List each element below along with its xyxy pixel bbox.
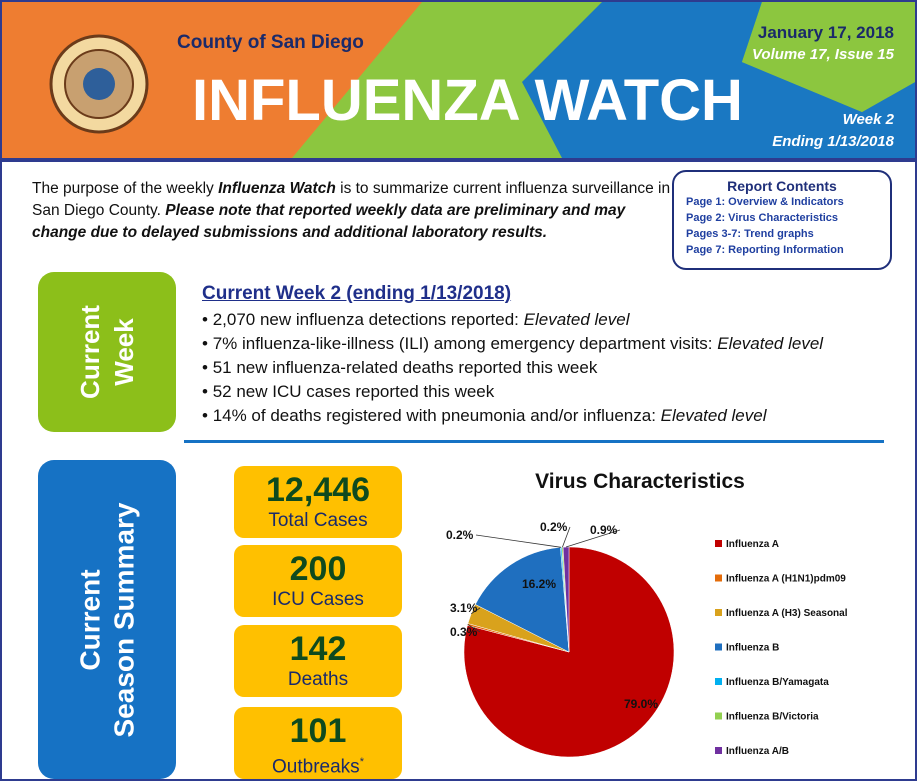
stat-label-text: Total Cases: [268, 510, 368, 531]
stat-label-text: Outbreaks: [272, 756, 360, 778]
legend-label: Influenza A (H1N1)pdm09: [726, 574, 846, 585]
date: January 17, 2018: [758, 23, 894, 42]
stat-box: 142 Deaths: [234, 625, 402, 697]
intro-text: Please note that reported weekly data ar…: [32, 202, 626, 241]
stat-label: Outbreaks*: [234, 751, 402, 778]
legend-swatch: [715, 747, 722, 754]
ending: Ending 1/13/2018: [772, 133, 894, 150]
week: Week 2: [843, 111, 895, 128]
bullet-text: 2,070 new influenza detections reported:: [212, 310, 524, 329]
slice-label: 79.0%: [624, 697, 658, 711]
legend-swatch: [715, 678, 722, 685]
slice-label: 3.1%: [450, 601, 478, 615]
bullet-text: 7% influenza-like-illness (ILI) among em…: [212, 334, 718, 353]
stat-value: 142: [289, 630, 347, 668]
stat-label: ICU Cases: [234, 589, 402, 611]
leader-line: [467, 624, 481, 633]
season-label: Current Season Summary: [38, 460, 176, 779]
current-week-label: Current Week: [38, 272, 176, 432]
header: County of San Diego INFLUENZA WATCH Janu…: [2, 2, 915, 162]
title: INFLUENZA WATCH: [192, 68, 743, 133]
report-contents: Report Contents Page 1: Overview & Indic…: [672, 170, 892, 270]
intro: The purpose of the weekly Influenza Watc…: [32, 178, 672, 244]
chart-title: Virus Characteristics: [535, 470, 745, 493]
legend-label: Influenza A/B: [726, 746, 789, 757]
intro-text: The purpose of the weekly: [32, 180, 219, 197]
legend-swatch: [715, 574, 722, 582]
bullet-level: Elevated level: [660, 406, 767, 425]
week-heading: Current Week 2 (ending 1/13/2018): [202, 283, 512, 304]
stat-label-text: Deaths: [287, 669, 349, 690]
contents-item: Page 1: Overview & Indicators: [686, 196, 844, 208]
slice-label: 0.3%: [450, 625, 478, 639]
pie-slice: [463, 546, 675, 758]
contents-item: Page 7: Reporting Information: [686, 244, 844, 256]
stat-value: 200: [289, 550, 347, 588]
stat-label-text: ICU Cases: [272, 589, 364, 610]
slice-label: 0.2%: [446, 528, 474, 542]
legend-swatch: [715, 643, 722, 651]
legend-label: Influenza A: [726, 539, 779, 550]
divider: [184, 440, 884, 443]
legend-swatch: [715, 609, 722, 616]
stat-box: 12,446 Total Cases: [234, 466, 402, 538]
intro-text: is to summarize current influenza survei…: [32, 180, 671, 219]
leader-line: [562, 526, 571, 548]
intro-text: Influenza Watch: [218, 180, 336, 197]
slice-label: 0.9%: [590, 523, 618, 537]
legend-swatch: [715, 712, 722, 720]
bullet-level: Elevated level: [523, 310, 630, 329]
legend-label: Influenza B: [726, 643, 779, 654]
stat-note: *: [359, 756, 364, 768]
contents-item: Page 2: Virus Characteristics: [686, 212, 839, 224]
contents-title: Report Contents: [727, 178, 837, 194]
volume: Volume 17, Issue 15: [752, 46, 895, 63]
bullet: • 14% of deaths registered with pneumoni…: [202, 406, 767, 425]
label-line: Week: [109, 318, 139, 386]
leader-line: [565, 529, 621, 548]
current-week: Current Week 2 (ending 1/13/2018) • 2,070…: [202, 282, 902, 428]
stat-label: Deaths: [234, 669, 402, 691]
bullet: • 2,070 new influenza detections reporte…: [202, 310, 630, 329]
bullet-level: Elevated level: [717, 334, 824, 353]
pie-slice: [475, 547, 570, 653]
legend-label: Influenza B/Victoria: [726, 712, 819, 723]
legend-label: Influenza B/Yamagata: [726, 677, 829, 688]
contents-item: Pages 3-7: Trend graphs: [686, 228, 814, 240]
bullet: • 51 new influenza-related deaths report…: [202, 358, 598, 377]
pie-chart: Virus Characteristics 79.0% 0.3% 3.1% 16.2%…: [446, 470, 848, 758]
stat-value: 12,446: [266, 471, 370, 509]
bullet-text: 52 new ICU cases reported this week: [212, 382, 495, 401]
bullet-text: 14% of deaths registered with pneumonia …: [212, 406, 661, 425]
label-line: Current: [74, 568, 105, 671]
leader-line: [470, 607, 481, 615]
bullet-text: 51 new influenza-related deaths reported…: [212, 358, 598, 377]
leader-line: [475, 534, 562, 548]
label-line: Current: [75, 305, 105, 399]
slice-label: 16.2%: [522, 577, 556, 591]
stat-label: Total Cases: [234, 510, 402, 532]
bullet: • 52 new ICU cases reported this week: [202, 382, 495, 401]
label-line: Season Summary: [108, 502, 139, 737]
legend-swatch: [715, 540, 722, 547]
stat-box: 101 Outbreaks*: [234, 707, 402, 779]
slice-label: 0.2%: [540, 520, 568, 534]
bullet: • 7% influenza-like-illness (ILI) among …: [202, 334, 824, 353]
stat-box: 200 ICU Cases: [234, 545, 402, 617]
legend-label: Influenza A (H3) Seasonal: [726, 608, 848, 619]
county: County of San Diego: [177, 32, 364, 53]
stat-value: 101: [289, 712, 347, 750]
